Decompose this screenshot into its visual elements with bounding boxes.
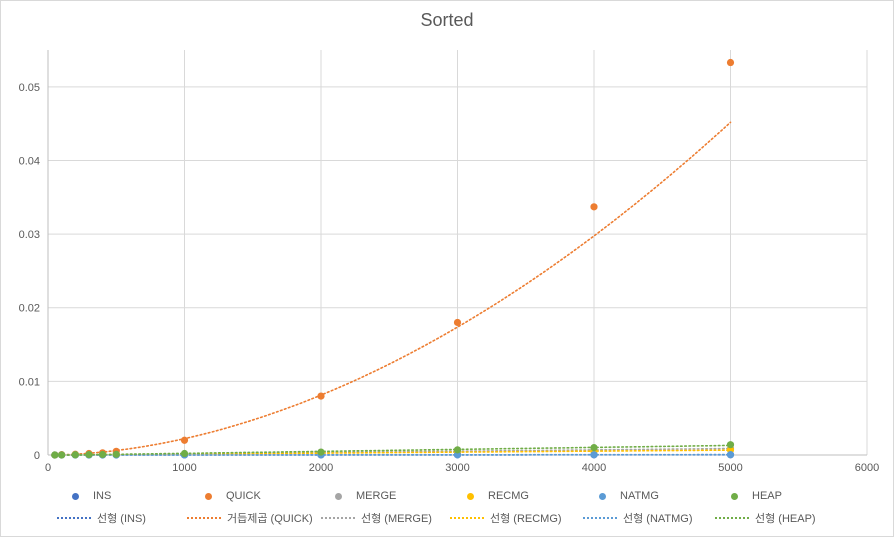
point-heap <box>58 451 66 459</box>
x-tick-label: 3000 <box>445 462 469 474</box>
point-quick <box>590 203 598 211</box>
point-heap <box>51 451 59 459</box>
legend-label: 선형 (INS) <box>97 513 146 525</box>
point-quick <box>317 392 325 400</box>
legend-marker <box>335 492 342 500</box>
point-heap <box>112 450 120 458</box>
legend-marker <box>72 492 79 500</box>
legend-line-sample <box>57 517 91 519</box>
gridlines <box>48 50 868 455</box>
legend-label: 선형 (HEAP) <box>755 513 816 525</box>
point-quick <box>180 436 189 444</box>
point-heap <box>590 444 598 452</box>
trendline-quick <box>54 121 732 456</box>
x-tick-label: 6000 <box>855 462 879 474</box>
legend-item-trend-ins: 선형 (INS) <box>57 508 146 528</box>
x-tick-label: 2000 <box>309 462 333 474</box>
legend-line-sample <box>715 517 749 519</box>
legend-item-trend-natmg: 선형 (NATMG) <box>583 508 693 528</box>
x-tick-label: 0 <box>45 462 51 474</box>
point-heap <box>180 449 189 458</box>
legend-item-recmg: RECMG <box>467 486 529 506</box>
tick-labels: 0 0.01 0.02 0.03 0.04 0.05 0 1000 2000 3000 4000 50… <box>19 82 880 474</box>
legend-line-sample <box>187 517 221 519</box>
legend-item-merge: MERGE <box>335 486 396 506</box>
legend-trendlines-row: 선형 (INS) 거듭제곱 (QUICK) 선형 (MERGE) 선형 (RECMG)… <box>0 508 894 528</box>
legend-label: NATMG <box>620 490 659 502</box>
y-tick-label: 0.03 <box>19 229 40 241</box>
legend-label: MERGE <box>356 490 397 502</box>
legend-label: 선형 (RECMG) <box>490 513 562 525</box>
y-tick-label: 0 <box>34 450 40 462</box>
x-tick-label: 4000 <box>582 462 606 474</box>
y-tick-label: 0.05 <box>19 82 40 94</box>
point-heap <box>317 448 325 456</box>
legend-item-heap: HEAP <box>731 486 782 506</box>
legend-item-trend-heap: 선형 (HEAP) <box>715 508 816 528</box>
y-tick-label: 0.04 <box>19 155 40 167</box>
legend-label: 선형 (NATMG) <box>623 513 693 525</box>
legend-item-trend-quick: 거듭제곱 (QUICK) <box>187 508 313 528</box>
point-heap <box>99 450 107 459</box>
trendlines <box>54 121 732 456</box>
trendline-heap <box>54 444 732 456</box>
point-heap <box>453 446 462 454</box>
point-natmg <box>453 451 462 459</box>
legend: INS QUICK MERGE RECMG NATMG HEAP 선형 (INS) 거듭제곱… <box>0 486 894 534</box>
point-natmg <box>590 451 598 459</box>
x-tick-label: 1000 <box>172 462 196 474</box>
point-heap <box>85 451 93 459</box>
legend-markers-row: INS QUICK MERGE RECMG NATMG HEAP <box>0 486 894 506</box>
legend-line-sample <box>321 517 355 519</box>
legend-item-quick: QUICK <box>205 486 261 506</box>
legend-item-ins: INS <box>72 486 111 506</box>
legend-marker <box>205 492 212 500</box>
point-heap <box>726 441 735 449</box>
chart-title: Sorted <box>420 10 474 30</box>
data-points <box>51 58 735 459</box>
legend-marker <box>467 492 474 500</box>
point-quick <box>453 318 462 327</box>
y-tick-label: 0.01 <box>19 376 40 388</box>
trendline-recmg <box>54 449 732 456</box>
legend-line-sample <box>450 517 484 519</box>
legend-item-trend-merge: 선형 (MERGE) <box>321 508 432 528</box>
legend-label: RECMG <box>488 490 529 502</box>
legend-marker <box>599 492 606 500</box>
legend-label: QUICK <box>226 490 261 502</box>
legend-marker <box>731 492 738 500</box>
point-heap <box>71 451 79 459</box>
legend-label: 거듭제곱 (QUICK) <box>227 513 313 525</box>
legend-label: 선형 (MERGE) <box>361 513 432 525</box>
point-natmg <box>726 451 735 459</box>
legend-label: HEAP <box>752 490 782 502</box>
legend-item-natmg: NATMG <box>599 486 659 506</box>
x-tick-label: 5000 <box>718 462 742 474</box>
point-quick <box>726 58 735 67</box>
legend-item-trend-recmg: 선형 (RECMG) <box>450 508 562 528</box>
legend-label: INS <box>93 490 112 502</box>
legend-line-sample <box>583 517 617 519</box>
y-tick-label: 0.02 <box>19 303 40 315</box>
